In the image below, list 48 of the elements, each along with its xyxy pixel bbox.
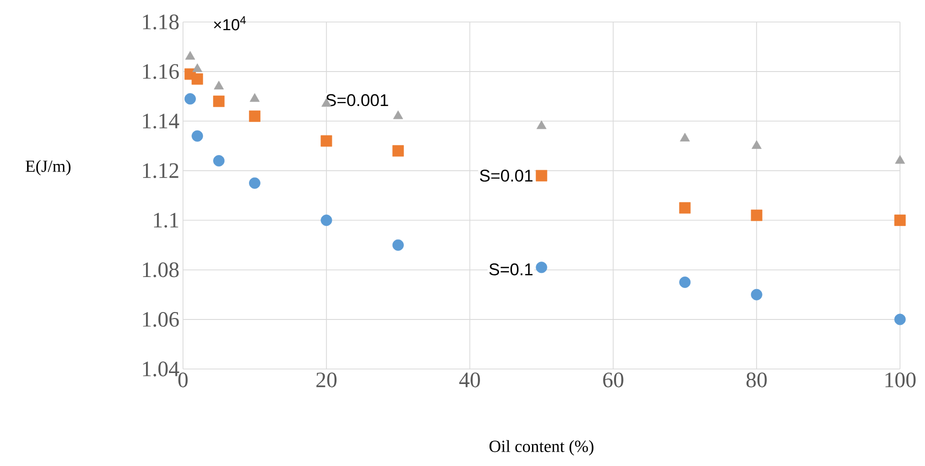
x-tick-label: 60: [603, 372, 624, 388]
series-label: S=0.1: [489, 263, 532, 276]
point: [320, 135, 332, 147]
x-tick-label: 40: [459, 372, 480, 388]
point: [184, 93, 196, 105]
point: [185, 51, 196, 60]
point: [536, 262, 548, 274]
point: [192, 130, 204, 142]
annotation: ×10$^{4}$: [214, 16, 246, 30]
series-label: S=0.01: [480, 170, 532, 182]
point: [392, 239, 404, 251]
point: [895, 155, 905, 164]
point: [536, 120, 546, 130]
point: [393, 110, 404, 120]
point: [250, 93, 260, 102]
x-tick-label: 20: [316, 372, 337, 388]
x-tick-label: 0: [178, 372, 188, 388]
point: [680, 132, 690, 142]
y-tick-label: 1.16: [143, 64, 179, 79]
point: [536, 170, 548, 182]
point: [214, 80, 224, 90]
y-tick-label: 1.18: [143, 14, 179, 30]
point: [192, 63, 202, 72]
point: [320, 214, 332, 226]
x-axis-title: Oil content (%): [490, 440, 594, 456]
point: [750, 288, 762, 300]
series-label: S=0.001: [326, 94, 388, 106]
y-tick-label: 1.14: [143, 114, 180, 129]
point: [894, 214, 906, 226]
y-tick-label: 1.1: [154, 212, 178, 228]
point: [249, 177, 260, 189]
y-tick-label: 1.06: [143, 312, 179, 327]
point: [213, 96, 225, 108]
point: [752, 140, 762, 149]
x-tick-label: 80: [746, 372, 767, 388]
point: [392, 145, 404, 157]
point: [249, 110, 260, 122]
point: [894, 314, 906, 326]
point: [679, 276, 691, 288]
y-tick-label: 1.08: [143, 262, 179, 278]
point: [679, 202, 691, 214]
y-tick-label: 1.12: [143, 163, 178, 178]
point: [213, 155, 225, 166]
y-axis-title: E(J/m): [26, 160, 71, 176]
x-tick-label: 100: [885, 372, 916, 388]
point: [192, 73, 204, 85]
y-tick-label: 1.04: [143, 362, 180, 376]
point: [750, 210, 762, 222]
